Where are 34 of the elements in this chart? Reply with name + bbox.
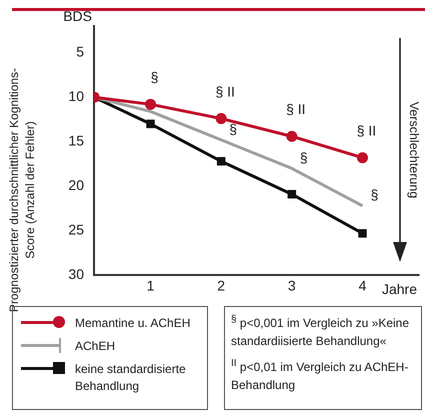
x-tick-label: 4 bbox=[358, 277, 367, 294]
annotation: § II bbox=[356, 122, 376, 139]
point bbox=[216, 113, 227, 124]
point bbox=[288, 190, 296, 198]
point bbox=[216, 157, 226, 166]
annotation: § II bbox=[215, 83, 235, 100]
text: $^{§}$ p<0,001 im Vergleich zu »Keine standardiisierte Behandlung« bbox=[231, 313, 410, 350]
annotation: § bbox=[150, 69, 158, 86]
y-tick-label: 15 bbox=[68, 132, 84, 149]
y-tick-label: 5 bbox=[76, 44, 84, 60]
point bbox=[146, 120, 155, 128]
chart-title: BDS bbox=[63, 8, 92, 24]
x-tick-label: 3 bbox=[288, 277, 296, 294]
y-tick-label: 10 bbox=[68, 88, 84, 104]
annotation: § bbox=[370, 186, 378, 203]
y-axis-title: Prognostizierter durchschnittlicher Kognitions-Score (Anzahl der Fehler) bbox=[6, 66, 38, 314]
text: $^{II}$ p<0,01 im Vergleich zu AChEH-Behandlung bbox=[231, 357, 410, 394]
annotation: § bbox=[229, 120, 238, 137]
annotation: Verschlechterung bbox=[406, 100, 421, 200]
point bbox=[358, 229, 367, 238]
point bbox=[286, 130, 298, 142]
y-tick-label: 30 bbox=[68, 266, 84, 282]
legend-label: keine standardisierte Behandlung bbox=[75, 361, 187, 395]
annotation: § bbox=[300, 149, 308, 166]
annotation: § II bbox=[286, 101, 306, 118]
legend-label: AChEH bbox=[75, 338, 116, 355]
y-tick-label: 25 bbox=[68, 222, 84, 238]
point bbox=[145, 98, 156, 110]
legend-label: Memantine u. AChEH bbox=[75, 315, 190, 332]
x-axis-title: Jahre bbox=[382, 281, 418, 298]
point bbox=[356, 152, 368, 164]
x-tick-label: 1 bbox=[146, 277, 155, 294]
y-tick-label: 20 bbox=[68, 177, 84, 194]
x-tick-label: 2 bbox=[217, 277, 226, 294]
